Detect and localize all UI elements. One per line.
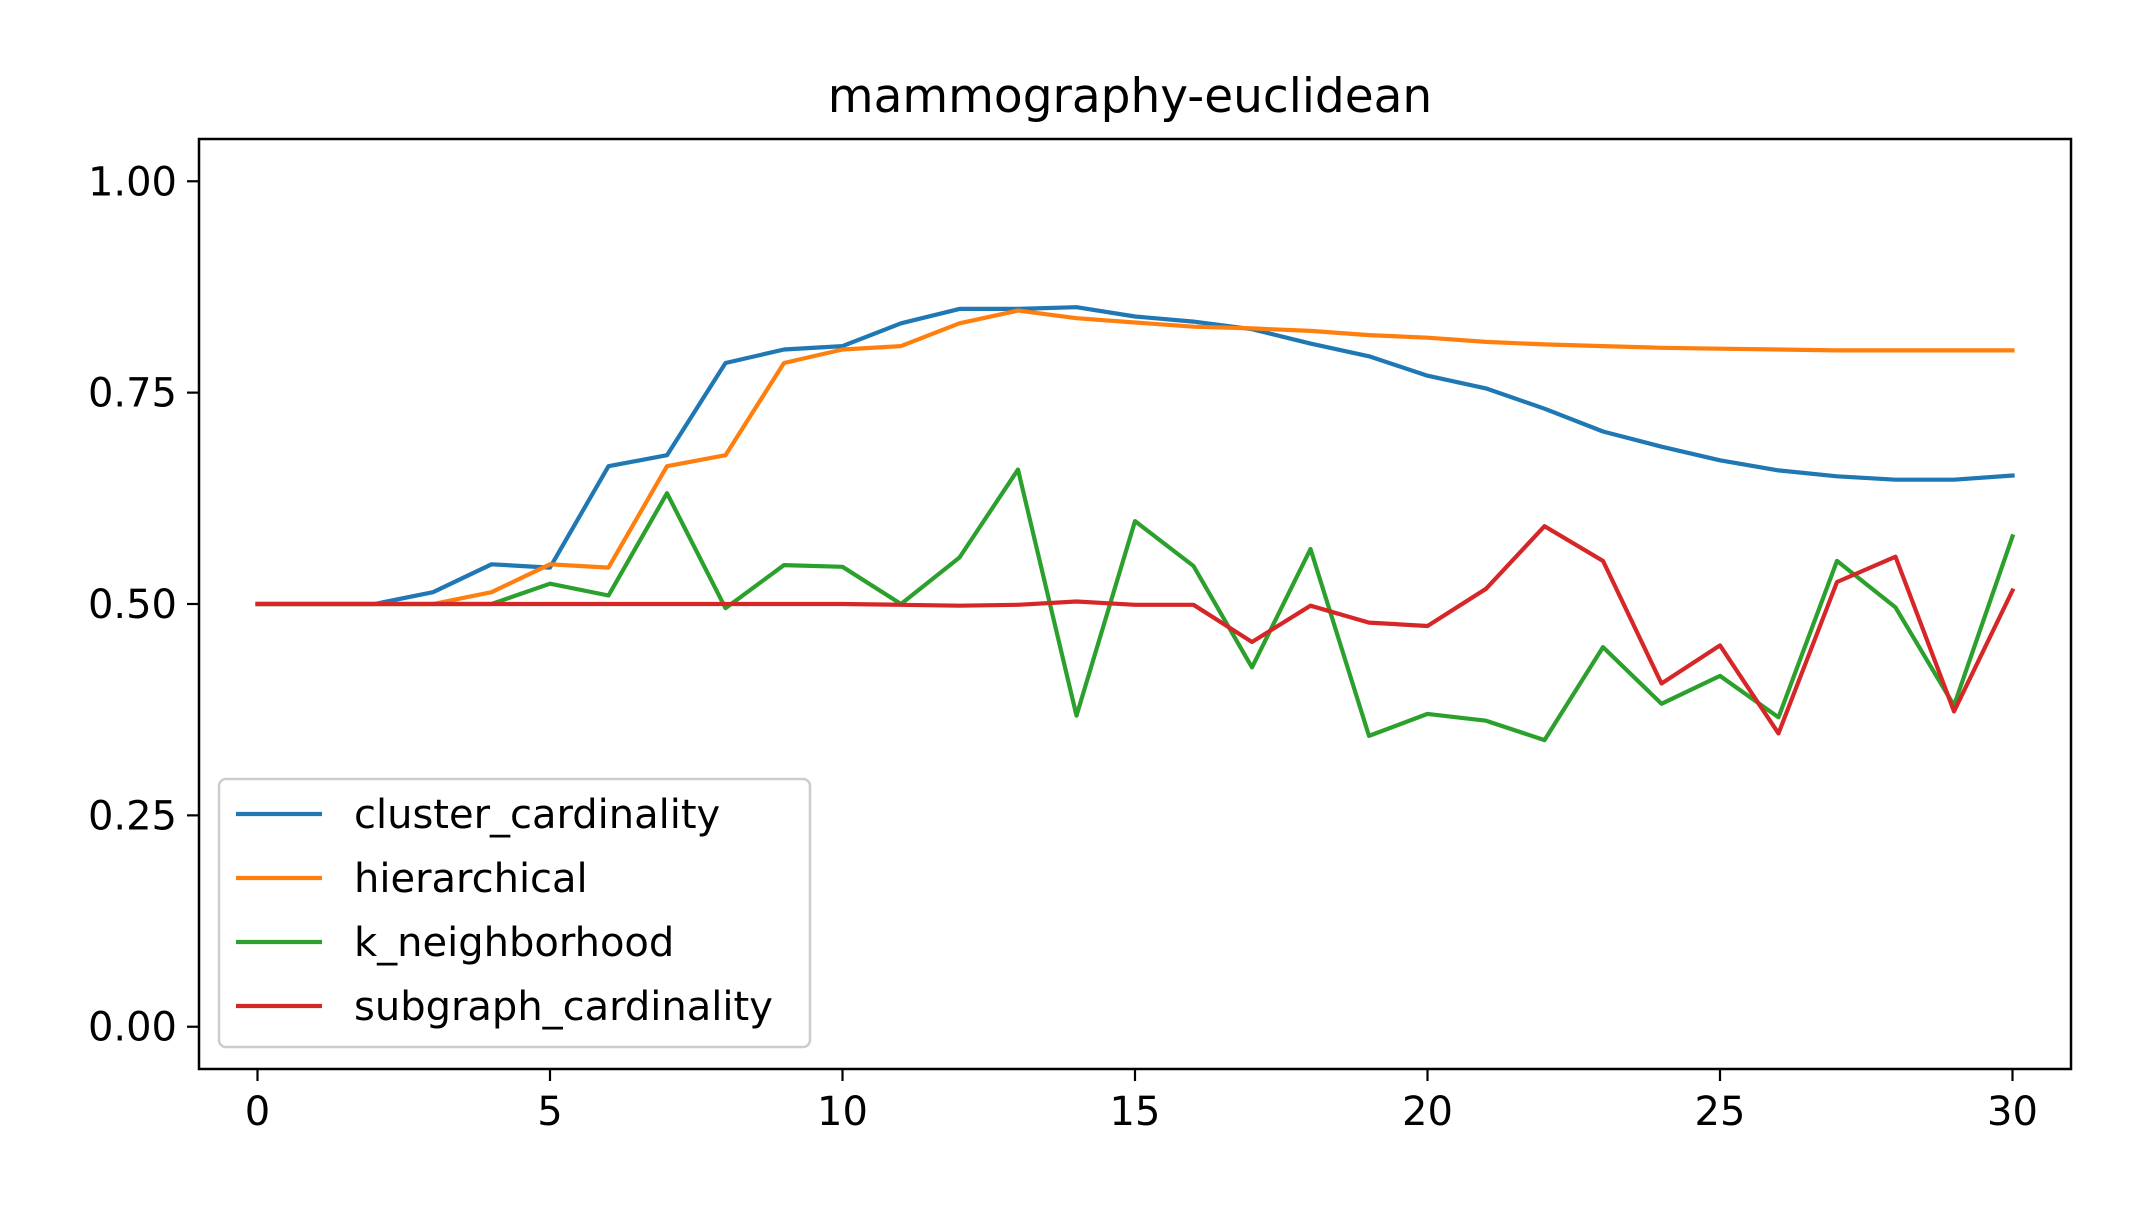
- y-axis: 0.00 0.25 0.50 0.75 1.00: [88, 159, 199, 1051]
- legend-label: hierarchical: [354, 856, 588, 902]
- legend-label: subgraph_cardinality: [354, 984, 773, 1030]
- legend-box: [217, 777, 812, 1049]
- legend-label: cluster_cardinality: [354, 792, 720, 838]
- series-line-hierarchical: [255, 308, 2015, 607]
- legend: cluster_cardinality hierarchical k_neighbo…: [217, 777, 812, 1049]
- series-line-k_neighborhood: [255, 467, 2016, 743]
- x-axis: 0 5 10 15 20 25 30: [245, 1069, 2038, 1135]
- x-tick-label: 30: [1987, 1089, 2038, 1135]
- y-tick-label: 1.00: [88, 159, 177, 205]
- x-tick-label: 10: [817, 1089, 868, 1135]
- chart-title: mammography-euclidean: [828, 69, 1432, 124]
- y-tick-label: 0.50: [88, 582, 177, 628]
- x-tick-label: 0: [245, 1089, 270, 1135]
- series-layer: [255, 305, 2016, 743]
- series-line-cluster_cardinality: [255, 305, 2015, 607]
- series-line-subgraph_cardinality: [255, 524, 2016, 736]
- x-tick-label: 20: [1402, 1089, 1453, 1135]
- y-tick-label: 0.25: [88, 793, 177, 839]
- y-tick-label: 0.75: [88, 371, 177, 417]
- legend-label: k_neighborhood: [354, 920, 674, 966]
- y-tick-label: 0.00: [88, 1005, 177, 1051]
- x-tick-label: 25: [1695, 1089, 1746, 1135]
- x-tick-label: 15: [1110, 1089, 1161, 1135]
- legend-items: cluster_cardinality hierarchical k_neighbo…: [236, 792, 773, 1030]
- x-tick-label: 5: [537, 1089, 562, 1135]
